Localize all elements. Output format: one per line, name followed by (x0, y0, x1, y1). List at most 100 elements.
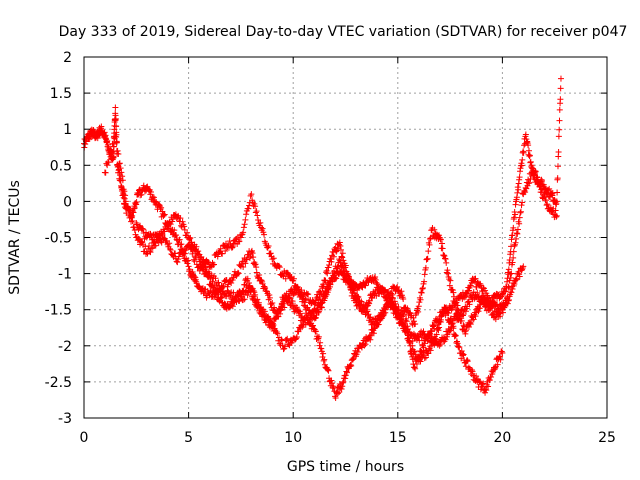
data-point (442, 256, 449, 263)
y-tick-label: -3 (58, 411, 72, 427)
data-point (178, 241, 185, 248)
data-point (517, 208, 524, 215)
data-point (543, 197, 550, 204)
data-point (435, 327, 442, 334)
data-point (413, 361, 420, 368)
data-point (318, 304, 325, 311)
data-point (320, 357, 327, 364)
data-point (281, 304, 288, 311)
data-point (442, 336, 449, 343)
data-point (328, 377, 335, 384)
data-point (509, 259, 516, 266)
data-point (115, 151, 122, 158)
data-point (215, 279, 222, 286)
data-point (519, 156, 526, 163)
data-point (451, 333, 458, 340)
data-point (342, 372, 349, 379)
data-point (465, 364, 472, 371)
data-point (525, 142, 532, 149)
data-point (128, 218, 135, 225)
data-point (269, 321, 276, 328)
data-point (421, 340, 428, 347)
data-point (511, 243, 518, 250)
data-point (297, 310, 304, 317)
data-point (445, 270, 452, 277)
data-point (553, 212, 560, 219)
data-point (196, 251, 203, 258)
data-point (228, 280, 235, 287)
data-point (173, 232, 180, 239)
data-point (480, 380, 487, 387)
data-point (203, 268, 210, 275)
data-point (332, 270, 339, 277)
data-point (416, 354, 423, 361)
data-point (485, 294, 492, 301)
data-point (497, 313, 504, 320)
data-point (335, 263, 342, 270)
data-point (447, 315, 454, 322)
data-point (406, 338, 413, 345)
data-point (338, 386, 345, 393)
data-point (329, 380, 336, 387)
data-point (186, 235, 193, 242)
data-point (403, 318, 410, 325)
data-point (133, 220, 140, 227)
data-point (488, 373, 495, 380)
data-point (494, 361, 501, 368)
data-point (138, 191, 145, 198)
data-point (556, 106, 563, 113)
data-point (422, 354, 429, 361)
data-point (311, 300, 318, 307)
x-tick-label: 0 (80, 430, 89, 446)
data-point (134, 237, 141, 244)
data-point (404, 305, 411, 312)
data-point (411, 364, 418, 371)
data-point (255, 301, 262, 308)
data-point (505, 266, 512, 273)
data-point (461, 328, 468, 335)
data-point (118, 169, 125, 176)
data-point (169, 216, 176, 223)
data-point (458, 317, 465, 324)
data-point (321, 297, 328, 304)
data-point (129, 217, 136, 224)
data-point (458, 348, 465, 355)
data-point (131, 223, 138, 230)
data-point (226, 238, 233, 245)
data-point (175, 253, 182, 260)
data-point (131, 227, 138, 234)
data-point (366, 315, 373, 322)
data-point (486, 377, 493, 384)
data-point (496, 309, 503, 316)
data-point (254, 212, 261, 219)
data-point (139, 239, 146, 246)
data-point (315, 333, 322, 340)
data-point (338, 246, 345, 253)
data-point (193, 253, 200, 260)
data-point (452, 332, 459, 339)
data-point (160, 212, 167, 219)
data-point (250, 293, 257, 300)
data-point (462, 327, 469, 334)
data-point (321, 356, 328, 363)
data-point (425, 248, 432, 255)
data-point (462, 293, 469, 300)
data-point (217, 295, 224, 302)
data-point (277, 310, 284, 317)
data-point (506, 277, 513, 284)
data-point (421, 355, 428, 362)
data-point (112, 133, 119, 140)
data-point (309, 310, 316, 317)
data-point (147, 249, 154, 256)
data-point (225, 281, 232, 288)
data-point (464, 357, 471, 364)
data-point (312, 328, 319, 335)
data-point (278, 336, 285, 343)
data-point (340, 378, 347, 385)
data-point (177, 241, 184, 248)
data-point (497, 353, 504, 360)
data-point (498, 348, 505, 355)
data-point (116, 160, 123, 167)
data-point (107, 149, 114, 156)
data-point (253, 264, 260, 271)
